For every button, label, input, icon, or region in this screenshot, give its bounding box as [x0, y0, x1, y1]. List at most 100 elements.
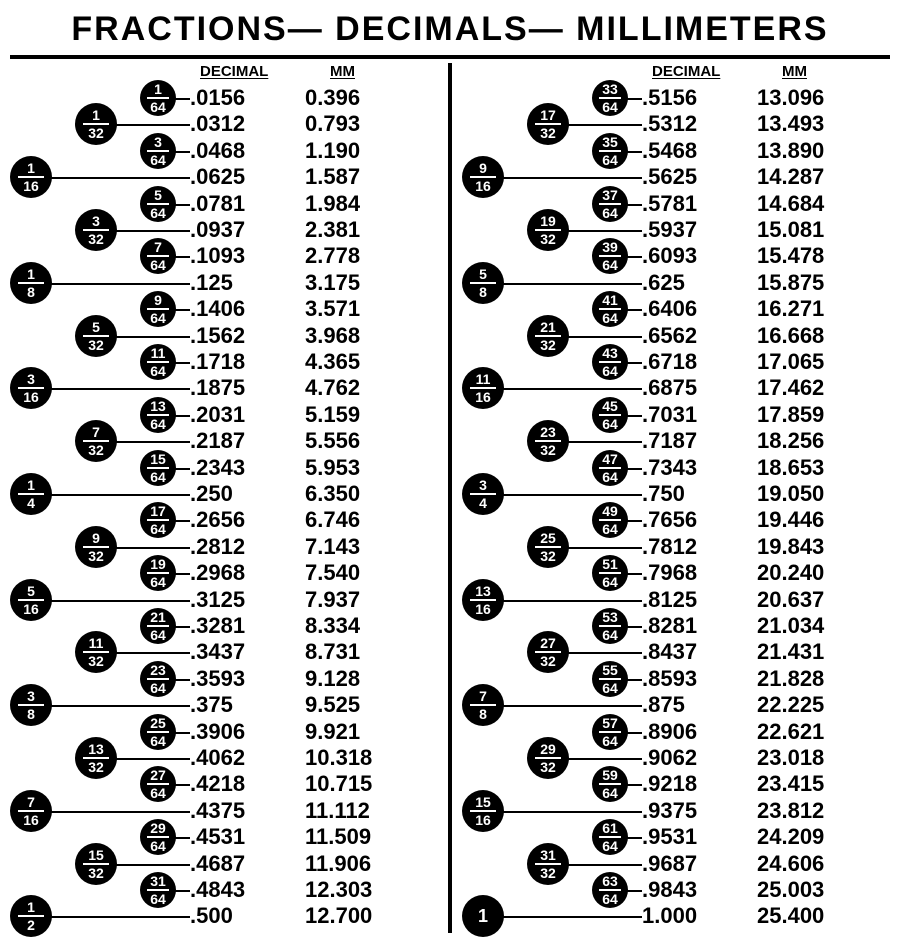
leader-line — [502, 600, 644, 602]
fraction-bubble: 964 — [140, 291, 176, 327]
fraction-bubble: 516 — [10, 579, 52, 621]
mm-value: 19.050 — [757, 481, 824, 507]
mm-value: 11.906 — [305, 851, 371, 877]
fraction-bubble: 532 — [75, 315, 117, 357]
fraction-bubble: 6164 — [592, 819, 628, 855]
fraction-denominator: 32 — [540, 338, 556, 352]
table-row: 2332.718718.256 — [452, 428, 900, 454]
mm-value: 1.984 — [305, 191, 360, 217]
conversion-chart: FRACTIONS— DECIMALS— MILLIMETERS DECIMAL… — [0, 0, 900, 944]
fraction-denominator: 16 — [23, 390, 39, 404]
fraction-numerator: 19 — [150, 557, 166, 571]
table-row: 5764.890622.621 — [452, 719, 900, 745]
mm-value: 5.159 — [305, 402, 360, 428]
table-row: 532.15623.968 — [0, 323, 448, 349]
table-row: 3132.968724.606 — [452, 851, 900, 877]
fraction-denominator: 32 — [540, 549, 556, 563]
fraction-numerator: 51 — [602, 557, 618, 571]
mm-value: 25.003 — [757, 877, 824, 903]
fraction-numerator: 31 — [150, 874, 166, 888]
fraction-numerator: 27 — [150, 768, 166, 782]
fraction-denominator: 64 — [150, 417, 166, 431]
table-row: 6364.984325.003 — [452, 877, 900, 903]
fraction-denominator: 64 — [602, 734, 618, 748]
fraction-denominator: 32 — [88, 338, 104, 352]
table-row: 116.06251.587 — [0, 164, 448, 190]
fraction-numerator: 43 — [602, 346, 618, 360]
table-row: 5964.921823.415 — [452, 771, 900, 797]
fraction-numerator: 39 — [602, 240, 618, 254]
fraction-numerator: 33 — [602, 82, 618, 96]
table-row: 3764.578114.684 — [452, 191, 900, 217]
decimal-value: .9531 — [642, 824, 697, 850]
fraction-numerator: 1 — [27, 900, 35, 914]
mm-value: 9.525 — [305, 692, 360, 718]
fraction-bubble: 5964 — [592, 766, 628, 802]
table-row: 2132.656216.668 — [452, 323, 900, 349]
fraction-numerator: 13 — [475, 584, 491, 598]
table-row: 1364.20315.159 — [0, 402, 448, 428]
leader-line — [115, 864, 192, 866]
table-row: 1316.812520.637 — [452, 587, 900, 613]
fraction-denominator: 32 — [88, 443, 104, 457]
right-headers: DECIMAL MM — [452, 63, 900, 85]
fraction-numerator: 61 — [602, 821, 618, 835]
table-row: 4164.640616.271 — [452, 296, 900, 322]
decimal-value: .7968 — [642, 560, 697, 586]
leader-line — [50, 811, 192, 813]
fraction-numerator: 3 — [27, 689, 35, 703]
fraction-bubble: 2732 — [527, 631, 569, 673]
fraction-bubble: 1964 — [140, 555, 176, 591]
mm-value: 20.637 — [757, 587, 824, 613]
fraction-bubble: 932 — [75, 526, 117, 568]
decimal-value: .6562 — [642, 323, 697, 349]
fraction-bubble: 58 — [462, 262, 504, 304]
leader-line — [502, 283, 644, 285]
fraction-denominator: 16 — [23, 602, 39, 616]
fraction-denominator: 64 — [602, 470, 618, 484]
leader-line — [502, 811, 644, 813]
table-row: 1116.687517.462 — [452, 375, 900, 401]
fraction-numerator: 21 — [150, 610, 166, 624]
mm-value: 14.287 — [757, 164, 824, 190]
header-mm: MM — [330, 63, 355, 80]
decimal-value: .0937 — [190, 217, 245, 243]
table-row: 716.437511.112 — [0, 798, 448, 824]
decimal-value: .5625 — [642, 164, 697, 190]
table-row: 14.2506.350 — [0, 481, 448, 507]
fraction-denominator: 64 — [150, 892, 166, 906]
fraction-numerator: 9 — [154, 293, 162, 307]
fraction-denominator: 64 — [602, 628, 618, 642]
fraction-numerator: 29 — [540, 742, 556, 756]
fraction-numerator: 49 — [602, 504, 618, 518]
fraction-bubble: 1564 — [140, 450, 176, 486]
mm-value: 1.190 — [305, 138, 360, 164]
fraction-denominator: 64 — [602, 100, 618, 114]
table-row: 3364.515613.096 — [452, 85, 900, 111]
fraction-bubble: 3964 — [592, 238, 628, 274]
fraction-denominator: 32 — [540, 126, 556, 140]
fraction-bubble: 2964 — [140, 819, 176, 855]
fraction-denominator: 64 — [150, 681, 166, 695]
fraction-denominator: 16 — [475, 179, 491, 193]
table-row: 4764.734318.653 — [452, 455, 900, 481]
decimal-value: .1406 — [190, 296, 245, 322]
table-row: 364.04681.190 — [0, 138, 448, 164]
leader-line — [567, 441, 644, 443]
mm-value: 0.396 — [305, 85, 360, 111]
decimal-value: .8437 — [642, 639, 697, 665]
fraction-numerator: 37 — [602, 188, 618, 202]
leader-line — [115, 336, 192, 338]
decimal-value: .7343 — [642, 455, 697, 481]
left-rows: 164.01560.396132.03120.793364.04681.1901… — [0, 85, 448, 933]
table-row: 1964.29687.540 — [0, 560, 448, 586]
table-row: 5564.859321.828 — [452, 666, 900, 692]
fraction-numerator: 17 — [540, 108, 556, 122]
table-row: 1764.26566.746 — [0, 507, 448, 533]
fraction-numerator: 7 — [92, 425, 100, 439]
fraction-bubble: 1932 — [527, 209, 569, 251]
fraction-numerator: 29 — [150, 821, 166, 835]
fraction-bubble: 4164 — [592, 291, 628, 327]
mm-value: 23.018 — [757, 745, 824, 771]
leader-line — [567, 124, 644, 126]
